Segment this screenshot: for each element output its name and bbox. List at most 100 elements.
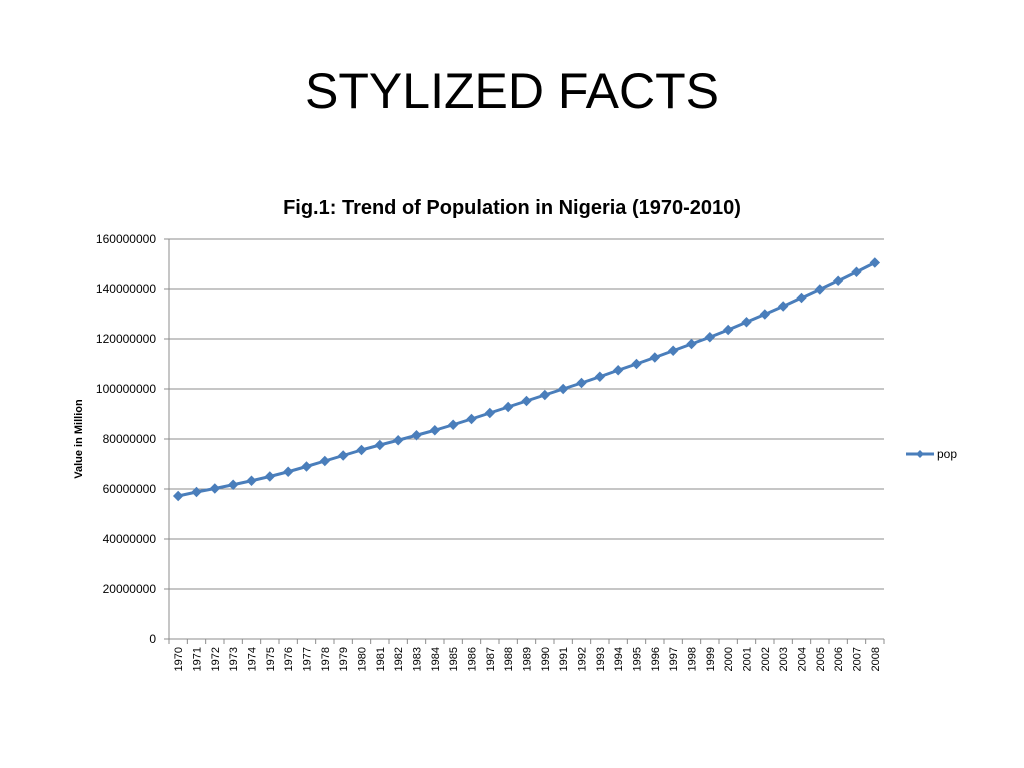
data-point — [649, 352, 661, 363]
y-tick-label: 140000000 — [96, 282, 156, 296]
x-tick-label: 1994 — [613, 647, 625, 671]
y-tick-label: 160000000 — [96, 232, 156, 246]
data-point — [741, 317, 752, 328]
legend-label: pop — [937, 447, 957, 461]
data-point — [429, 425, 441, 436]
y-tick-label: 0 — [149, 632, 156, 646]
data-point — [521, 395, 532, 407]
x-tick-labels: 1970 1971 1972 1973 1974 1975 1976 1977 1978 1979… — [173, 647, 882, 671]
x-tick-label: 1976 — [283, 647, 295, 671]
series-pop — [172, 257, 881, 502]
x-tick-label: 1983 — [412, 647, 424, 671]
x-tick-label: 1979 — [338, 647, 350, 671]
data-point — [631, 358, 642, 370]
x-tick-label: 1992 — [577, 647, 589, 671]
x-tick-label: 1997 — [668, 647, 680, 671]
data-point — [759, 309, 771, 320]
x-tick-label: 1974 — [247, 647, 259, 671]
data-point — [667, 345, 679, 356]
x-tick-label: 1999 — [705, 647, 717, 671]
data-point — [576, 377, 587, 389]
y-tick-labels: 0 20000000 40000000 60000000 80000000 1000000… — [96, 232, 156, 646]
x-tick-label: 2000 — [723, 647, 735, 671]
data-point — [814, 284, 826, 295]
data-point — [356, 444, 367, 456]
x-tick-label: 1977 — [302, 647, 314, 671]
series-line — [177, 261, 876, 498]
x-tick-label: 2007 — [852, 647, 864, 671]
data-point — [392, 435, 404, 446]
data-point — [484, 407, 496, 419]
data-point — [264, 471, 276, 482]
x-tick-label: 2008 — [870, 647, 882, 671]
data-point — [796, 292, 807, 304]
data-point — [777, 301, 789, 312]
y-axis-label: Value in Million — [73, 399, 85, 479]
x-tick-label: 1995 — [632, 647, 644, 671]
data-point — [319, 455, 331, 467]
x-tick-label: 1996 — [650, 647, 662, 671]
x-tick-label: 1987 — [485, 647, 497, 671]
y-tick-label: 60000000 — [103, 482, 157, 496]
data-point — [374, 439, 386, 451]
gridlines — [169, 238, 884, 590]
x-tick-label: 1971 — [192, 647, 204, 671]
x-tick-label: 1993 — [595, 647, 607, 671]
x-tick-label: 1998 — [687, 647, 699, 671]
axes — [164, 238, 885, 644]
chart-title: Fig.1: Trend of Population in Nigeria (1… — [283, 197, 741, 219]
legend: pop — [906, 447, 957, 461]
x-tick-label: 2005 — [815, 647, 827, 671]
y-tick-label: 40000000 — [103, 532, 157, 546]
x-tick-label: 1972 — [210, 647, 222, 671]
x-tick-label: 1991 — [558, 647, 570, 671]
data-point — [869, 257, 881, 268]
x-tick-label: 1975 — [265, 647, 277, 671]
x-tick-label: 1985 — [448, 647, 460, 671]
x-tick-label: 1988 — [503, 647, 515, 671]
x-tick-label: 1982 — [393, 647, 405, 671]
y-tick-label: 80000000 — [103, 432, 157, 446]
x-tick-label: 2002 — [760, 647, 772, 671]
y-tick-label: 100000000 — [96, 382, 156, 396]
slide-title: STYLIZED FACTS — [305, 63, 719, 119]
data-point — [722, 324, 734, 336]
x-tick-label: 1981 — [375, 647, 387, 671]
x-tick-label: 1986 — [467, 647, 479, 671]
x-tick-label: 1980 — [357, 647, 369, 671]
x-tick-label: 2004 — [797, 647, 809, 671]
data-point — [704, 332, 716, 343]
x-tick-label: 1989 — [522, 647, 534, 671]
data-point — [246, 475, 257, 486]
data-point — [282, 466, 294, 477]
x-tick-label: 1973 — [228, 647, 240, 671]
x-tick-label: 2003 — [778, 647, 790, 671]
data-point — [191, 486, 202, 498]
data-point — [539, 389, 551, 401]
data-point — [594, 371, 606, 382]
x-tick-label: 2001 — [742, 647, 754, 671]
x-tick-label: 1990 — [540, 647, 552, 671]
data-point — [502, 401, 514, 413]
data-point — [172, 490, 184, 502]
data-point — [301, 461, 312, 472]
y-tick-label: 20000000 — [103, 582, 157, 596]
data-point — [851, 266, 862, 277]
data-point — [337, 450, 349, 461]
y-tick-label: 120000000 — [96, 332, 156, 346]
data-point — [227, 479, 239, 490]
data-point — [209, 483, 221, 494]
data-point — [447, 419, 459, 430]
legend-marker — [916, 450, 924, 458]
x-tick-label: 1970 — [173, 647, 185, 671]
data-point — [612, 365, 624, 376]
data-point — [411, 430, 422, 441]
data-point — [466, 413, 477, 425]
data-point — [832, 275, 844, 286]
x-tick-label: 2006 — [833, 647, 845, 671]
x-tick-label: 1984 — [430, 647, 442, 671]
data-point — [557, 383, 569, 395]
data-point — [686, 338, 697, 350]
